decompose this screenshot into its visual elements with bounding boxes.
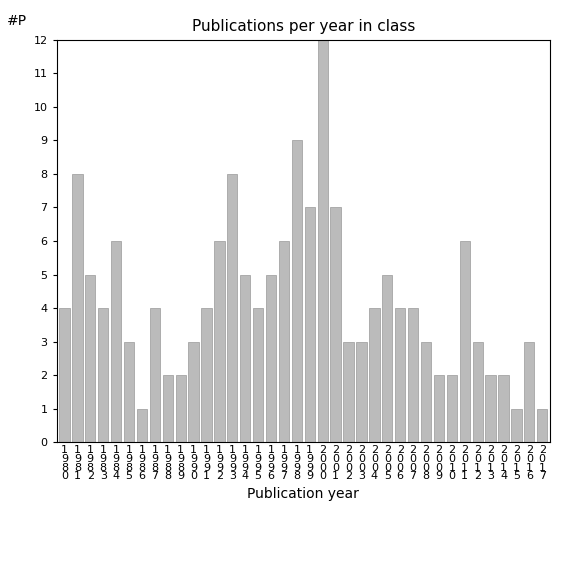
Bar xyxy=(356,341,367,442)
Bar xyxy=(214,241,225,442)
Bar xyxy=(318,40,328,442)
Bar xyxy=(382,274,392,442)
Bar xyxy=(485,375,496,442)
Bar xyxy=(111,241,121,442)
Bar xyxy=(331,208,341,442)
Bar xyxy=(150,308,160,442)
Bar xyxy=(460,241,470,442)
Bar xyxy=(511,409,522,442)
Bar xyxy=(279,241,289,442)
Bar xyxy=(472,341,483,442)
Bar xyxy=(85,274,95,442)
Bar xyxy=(240,274,251,442)
Bar xyxy=(266,274,276,442)
Bar xyxy=(447,375,457,442)
Bar xyxy=(395,308,405,442)
Bar xyxy=(292,141,302,442)
Bar xyxy=(98,308,108,442)
Bar xyxy=(163,375,173,442)
Bar xyxy=(537,409,547,442)
Bar xyxy=(72,174,83,442)
Bar xyxy=(304,208,315,442)
Bar xyxy=(408,308,418,442)
Bar xyxy=(253,308,263,442)
Bar xyxy=(434,375,444,442)
Bar xyxy=(124,341,134,442)
Bar xyxy=(344,341,354,442)
Bar xyxy=(227,174,238,442)
X-axis label: Publication year: Publication year xyxy=(247,487,359,501)
Bar xyxy=(524,341,535,442)
Bar xyxy=(421,341,431,442)
Bar xyxy=(176,375,186,442)
Bar xyxy=(498,375,509,442)
Bar xyxy=(369,308,379,442)
Bar xyxy=(201,308,211,442)
Bar xyxy=(188,341,199,442)
Y-axis label: #P: #P xyxy=(7,14,27,28)
Title: Publications per year in class: Publications per year in class xyxy=(192,19,415,35)
Bar xyxy=(137,409,147,442)
Bar xyxy=(60,308,70,442)
